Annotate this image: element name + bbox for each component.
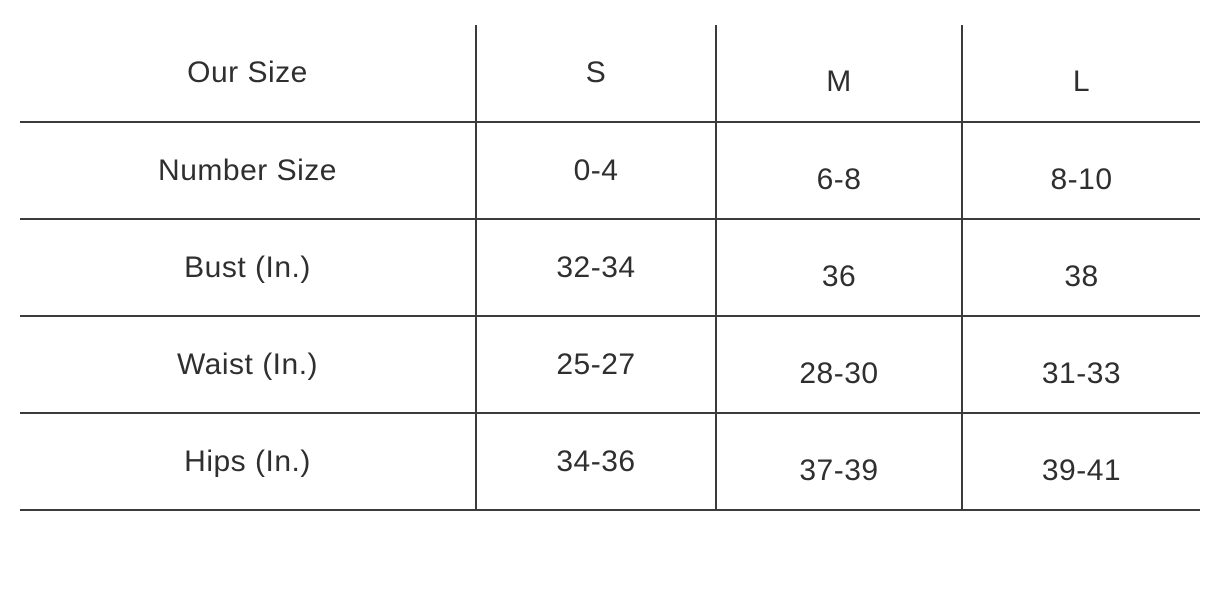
header-cell-our-size: Our Size — [20, 25, 476, 123]
size-value: 25-27 — [556, 347, 636, 381]
table-row-number-size: Number Size 0-4 6-8 8-10 — [20, 122, 1200, 220]
value-cell-m: 28-30 — [715, 316, 962, 414]
value-cell-l: 38 — [961, 219, 1200, 317]
row-label: Number Size — [158, 153, 337, 187]
size-value: 39-41 — [1041, 453, 1122, 487]
header-label: S — [585, 56, 607, 89]
value-cell-l: 8-10 — [961, 122, 1200, 220]
value-cell-m: 6-8 — [715, 122, 962, 220]
value-cell-m: 36 — [715, 219, 962, 317]
size-value: 34-36 — [556, 444, 636, 478]
header-cell-m: M — [715, 25, 962, 123]
size-value: 38 — [1064, 259, 1099, 293]
header-label: L — [1072, 65, 1091, 98]
size-value: 37-39 — [799, 453, 879, 487]
header-row: Our Size S M L — [20, 25, 1200, 123]
size-chart: Our Size S M L Number Size 0-4 6-8 8-10 … — [20, 25, 1200, 511]
row-label-cell: Waist (In.) — [20, 316, 476, 414]
row-label: Bust (In.) — [184, 250, 311, 284]
header-label: Our Size — [187, 56, 308, 89]
size-value: 31-33 — [1041, 356, 1122, 390]
size-value: 28-30 — [799, 356, 879, 390]
value-cell-l: 39-41 — [961, 413, 1200, 511]
size-value: 36 — [821, 259, 857, 293]
row-label-cell: Number Size — [20, 122, 476, 220]
value-cell-s: 32-34 — [475, 219, 716, 317]
table-row-waist: Waist (In.) 25-27 28-30 31-33 — [20, 316, 1200, 414]
value-cell-l: 31-33 — [961, 316, 1200, 414]
value-cell-m: 37-39 — [715, 413, 962, 511]
size-value: 8-10 — [1050, 162, 1113, 196]
header-label: M — [826, 65, 852, 98]
header-cell-l: L — [961, 25, 1200, 123]
table-row-bust: Bust (In.) 32-34 36 38 — [20, 219, 1200, 317]
size-chart-table: Our Size S M L Number Size 0-4 6-8 8-10 … — [20, 25, 1200, 511]
size-value: 0-4 — [573, 153, 619, 187]
size-value: 32-34 — [556, 250, 636, 284]
value-cell-s: 34-36 — [475, 413, 716, 511]
row-label: Hips (In.) — [184, 444, 311, 478]
size-value: 6-8 — [816, 162, 862, 196]
row-label-cell: Bust (In.) — [20, 219, 476, 317]
row-label-cell: Hips (In.) — [20, 413, 476, 511]
header-cell-s: S — [475, 25, 716, 123]
value-cell-s: 25-27 — [475, 316, 716, 414]
table-row-hips: Hips (In.) 34-36 37-39 39-41 — [20, 413, 1200, 511]
row-label: Waist (In.) — [176, 347, 319, 381]
value-cell-s: 0-4 — [475, 122, 716, 220]
